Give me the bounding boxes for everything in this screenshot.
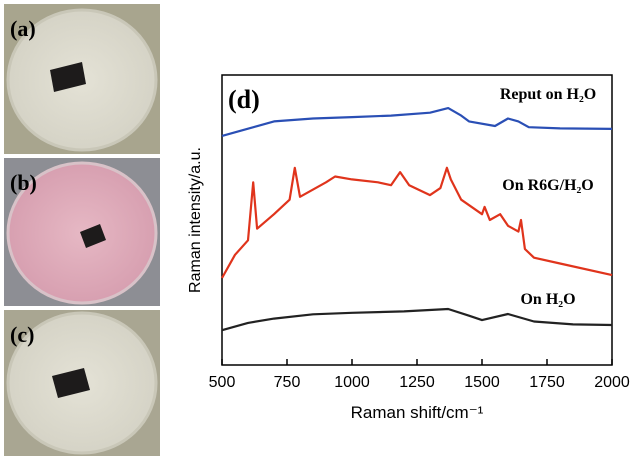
x-tick-label: 2000 — [594, 374, 630, 391]
chart-annotation: (d) — [228, 85, 260, 114]
x-tick-label: 1250 — [399, 374, 435, 391]
panel-label: (b) — [10, 170, 37, 195]
line-series — [221, 307, 613, 332]
panel-label: (a) — [10, 16, 36, 41]
x-axis-label: Raman shift/cm⁻¹ — [351, 403, 484, 422]
plot-frame — [221, 74, 613, 366]
line-series — [221, 166, 613, 279]
y-axis-label: Raman intensity/a.u. — [187, 147, 204, 293]
x-tick-label: 1750 — [529, 374, 565, 391]
panel-label: (c) — [10, 322, 34, 347]
photo-a — [4, 4, 160, 154]
series-label: Reput on H₂O — [500, 86, 596, 103]
line-series — [221, 107, 613, 137]
series-label: On H₂O — [520, 291, 575, 308]
x-tick-label: 1500 — [464, 374, 500, 391]
x-tick-label: 500 — [209, 374, 236, 391]
photo-c — [4, 310, 160, 456]
x-tick-label: 750 — [274, 374, 301, 391]
series-label: On R6G/H₂O — [502, 177, 593, 194]
photo-b — [4, 158, 160, 306]
x-tick-label: 1000 — [334, 374, 370, 391]
